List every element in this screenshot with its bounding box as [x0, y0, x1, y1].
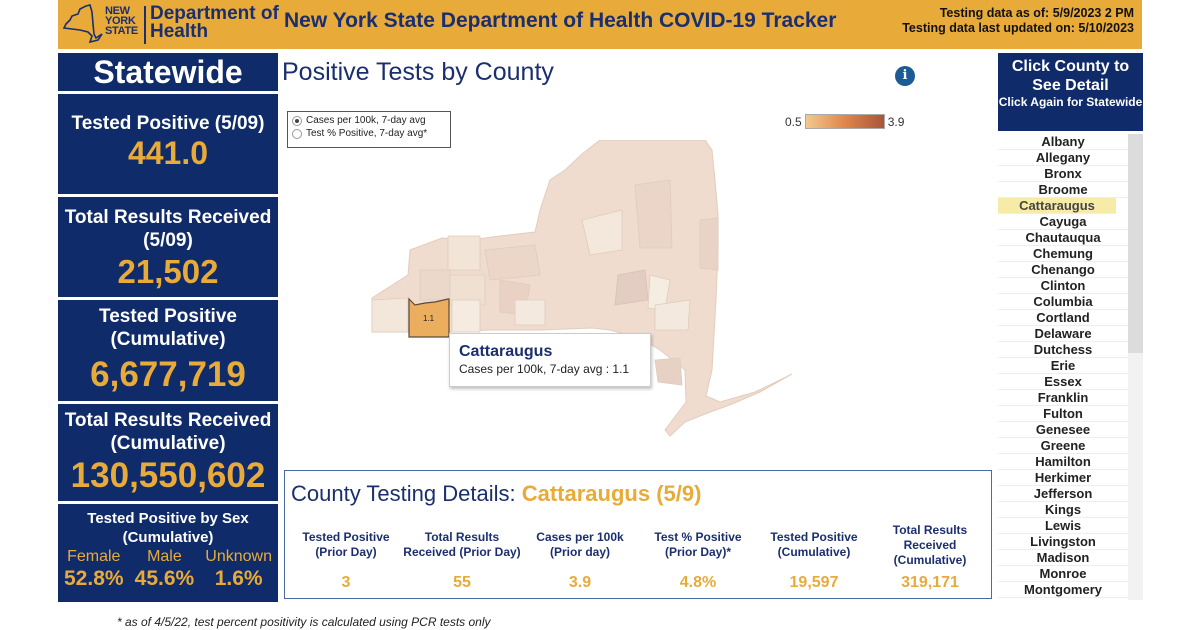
stat-value: 6,677,719 — [90, 355, 246, 394]
county-list-item[interactable]: Bronx — [998, 166, 1128, 182]
county-list-item[interactable]: Jefferson — [998, 486, 1128, 502]
county-list-item[interactable]: Franklin — [998, 390, 1128, 406]
county-list-item[interactable]: Monroe — [998, 566, 1128, 582]
county-list-item[interactable]: Clinton — [998, 278, 1128, 294]
radio-unselected-icon[interactable] — [292, 128, 302, 139]
details-county-name: Cattaraugus (5/9) — [521, 481, 702, 506]
nys-doh-logo[interactable]: NEW YORK STATE Department of Health — [58, 2, 333, 47]
sex-unknown: Unknown 1.6% — [205, 548, 272, 590]
map-tooltip: Cattaraugus Cases per 100k, 7-day avg : … — [449, 333, 651, 387]
county-list-item-selected[interactable]: Cattaraugus — [998, 198, 1116, 214]
county-list-item[interactable]: Erie — [998, 358, 1128, 374]
sex-female: Female 52.8% — [64, 548, 124, 590]
county-list-item[interactable]: Chenango — [998, 262, 1128, 278]
legend-max: 3.9 — [887, 114, 905, 129]
ny-state-outline-icon — [62, 4, 103, 44]
county-list-item[interactable]: Columbia — [998, 294, 1128, 310]
stat-label: Tested Positive (Cumulative) — [99, 306, 237, 350]
county-list-item[interactable]: Dutchess — [998, 342, 1128, 358]
county-list-item[interactable]: Essex — [998, 374, 1128, 390]
footnote: * as of 4/5/22, test percent positivity … — [117, 615, 491, 629]
scrollbar-thumb[interactable] — [1128, 134, 1143, 353]
stat-label: Tested Positive (5/09) — [71, 113, 265, 134]
map-title: Positive Tests by County — [282, 58, 554, 86]
stat-label: Tested Positive by Sex (Cumulative) — [87, 510, 249, 546]
county-list-item[interactable]: Genesee — [998, 422, 1128, 438]
data-dates: Testing data as of: 5/9/2023 2 PM Testin… — [902, 6, 1134, 36]
sex-breakdown: Female 52.8% Male 45.6% Unknown 1.6% — [58, 547, 278, 591]
radio-selected-icon[interactable] — [292, 115, 302, 126]
county-panel-header: Click County to See Detail Click Again f… — [998, 53, 1143, 131]
county-cattaraugus-shape — [408, 297, 450, 338]
county-list-scrollbar[interactable] — [1128, 134, 1143, 600]
stat-tested-positive-by-sex: Tested Positive by Sex (Cumulative) Fema… — [58, 504, 278, 602]
county-list-item[interactable]: Albany — [998, 134, 1128, 150]
logo-state-text: NEW YORK STATE — [105, 5, 138, 37]
stat-label: Total Results Received (5/09) — [64, 207, 272, 251]
stat-total-results-day: Total Results Received (5/09) 21,502 — [58, 197, 278, 297]
county-list-item[interactable]: Cortland — [998, 310, 1128, 326]
county-list-item[interactable]: Livingston — [998, 534, 1128, 550]
header-banner: NEW YORK STATE Department of Health New … — [58, 0, 1142, 49]
county-map-label: 1.1 — [423, 314, 435, 323]
statewide-title: Statewide — [58, 53, 278, 91]
county-list-item[interactable]: Montgomery — [998, 582, 1128, 598]
color-legend: 0.5 3.9 — [785, 114, 904, 129]
stat-value: 441.0 — [127, 135, 209, 171]
detail-total-results-prior-day: Total Results Received (Prior Day) 55 — [403, 530, 521, 591]
county-list-item[interactable]: Greene — [998, 438, 1128, 454]
last-updated: Testing data last updated on: 5/10/2023 — [902, 21, 1134, 35]
detail-test-percent-positive: Test % Positive (Prior Day)* 4.8% — [654, 530, 742, 591]
metric-option-cases[interactable]: Cases per 100k, 7-day avg — [292, 114, 446, 127]
county-list-item[interactable]: Chemung — [998, 246, 1128, 262]
metric-option-test-positive[interactable]: Test % Positive, 7-day avg* — [292, 127, 446, 140]
county-list-item[interactable]: Madison — [998, 550, 1128, 566]
stat-total-results-cumulative: Total Results Received (Cumulative) 130,… — [58, 404, 278, 501]
detail-total-results-cumulative: Total Results Received (Cumulative) 319,… — [892, 522, 968, 592]
county-list-item[interactable]: Broome — [998, 182, 1128, 198]
sex-male: Male 45.6% — [134, 548, 195, 590]
county-list-item[interactable]: Chautauqua — [998, 230, 1128, 246]
county-list-item[interactable]: Lewis — [998, 518, 1128, 534]
logo-dept-text: Department of Health — [150, 3, 279, 42]
metric-radio-group: Cases per 100k, 7-day avg Test % Positiv… — [287, 111, 451, 148]
info-icon[interactable]: i — [895, 66, 915, 86]
stat-tested-positive-day: Tested Positive (5/09) 441.0 — [58, 94, 278, 194]
county-list-item[interactable]: Delaware — [998, 326, 1128, 342]
county-testing-details: County Testing Details: Cattaraugus (5/9… — [284, 470, 992, 599]
tooltip-county-name: Cattaraugus — [459, 343, 553, 360]
page-title: New York State Department of Health COVI… — [284, 9, 837, 32]
stat-tested-positive-cumulative: Tested Positive (Cumulative) 6,677,719 — [58, 300, 278, 401]
county-list-item[interactable]: Fulton — [998, 406, 1128, 422]
details-title: County Testing Details: Cattaraugus (5/9… — [291, 481, 702, 506]
statewide-stats-panel: Statewide Tested Positive (5/09) 441.0 T… — [58, 53, 278, 605]
ny-county-map[interactable]: 1.1 — [360, 140, 800, 450]
county-list-item[interactable]: Hamilton — [998, 454, 1128, 470]
detail-cases-per-100k: Cases per 100k (Prior day) 3.9 — [536, 530, 624, 591]
county-list-item[interactable]: Kings — [998, 502, 1128, 518]
county-list[interactable]: Albany Allegany Bronx Broome Cattaraugus… — [998, 134, 1143, 600]
stat-value: 130,550,602 — [70, 456, 266, 495]
stat-label: Total Results Received (Cumulative) — [64, 410, 272, 454]
testing-as-of: Testing data as of: 5/9/2023 2 PM — [939, 6, 1134, 20]
county-list-item[interactable]: Herkimer — [998, 470, 1128, 486]
county-selector-panel: Click County to See Detail Click Again f… — [998, 53, 1143, 600]
tooltip-metric-text: Cases per 100k, 7-day avg : 1.1 — [459, 362, 630, 376]
logo-divider — [144, 6, 146, 44]
detail-tested-positive-cumulative: Tested Positive (Cumulative) 19,597 — [770, 530, 858, 591]
detail-tested-positive-prior-day: Tested Positive (Prior Day) 3 — [302, 530, 390, 591]
legend-min: 0.5 — [785, 114, 802, 129]
stat-value: 21,502 — [117, 253, 219, 290]
legend-gradient — [804, 114, 885, 129]
county-list-item[interactable]: Cayuga — [998, 214, 1128, 230]
county-list-item[interactable]: Allegany — [998, 150, 1128, 166]
